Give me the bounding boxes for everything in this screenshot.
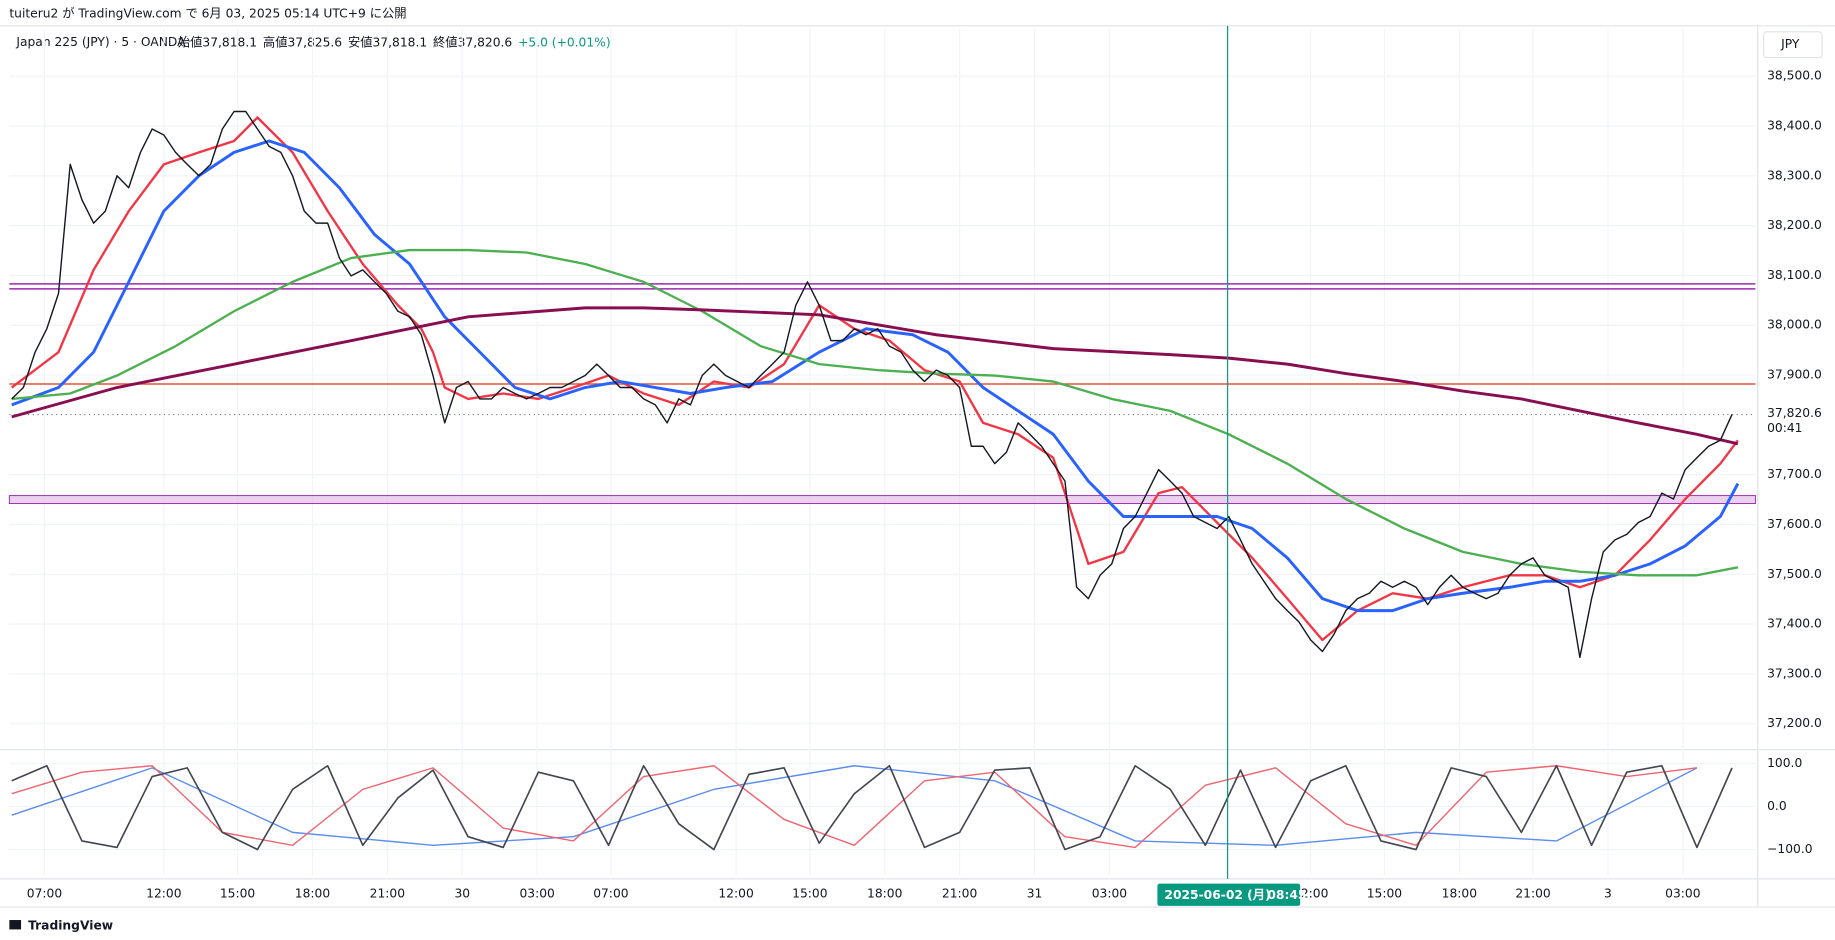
level-layer: [8, 283, 1756, 505]
x-tick-label: 07:00: [27, 887, 62, 901]
x-tick-label: 31: [1027, 887, 1043, 901]
y-tick-label: 37,900.0: [1767, 368, 1822, 382]
x-tick-label: 15:00: [1367, 887, 1402, 901]
y-tick-label: 37,600.0: [1767, 517, 1822, 531]
overlay-layer: 38,500.0 38,400.0 38,300.0 38,200.0 38,100.0…: [27, 25, 1832, 906]
x-tick-label: 18:00: [295, 887, 330, 901]
x-tick-label: 21:00: [942, 887, 977, 901]
y-tick-label: 38,400.0: [1767, 118, 1822, 132]
x-tick-label: 15:00: [792, 887, 827, 901]
series-line: [11, 306, 1739, 446]
price-band: [8, 495, 1756, 505]
ohlc-item: 高値37,825.6: [263, 34, 342, 49]
crosshair-date: 2025-06-02 (月): [1164, 888, 1270, 902]
y-tick-label: 38,000.0: [1767, 318, 1822, 332]
x-tick-label: 30: [454, 887, 470, 901]
countdown: 00:41: [1767, 421, 1802, 435]
x-tick-label: 03:00: [1092, 887, 1127, 901]
current-price-label: 37,820.6: [1767, 406, 1822, 420]
grid-layer: [9, 29, 1756, 876]
x-tick-label: 03:00: [1665, 887, 1700, 901]
x-tick-label: 03:00: [519, 887, 554, 901]
crosshair-time: 08:45: [1267, 888, 1306, 902]
series-line: [11, 110, 1733, 659]
y-tick-label: 38,300.0: [1767, 168, 1822, 182]
series-line: [11, 248, 1739, 577]
x-tick-label: 18:00: [867, 887, 902, 901]
x-tick-label: 07:00: [593, 887, 628, 901]
symbol: Japan 225 (JPY) · 5 · OANDA: [15, 35, 186, 49]
x-tick-label: 3: [1604, 887, 1612, 901]
ohlc: 始値37,818.1 高値37,825.6 安値37,818.1 終値37,820.6…: [178, 34, 611, 49]
y-tick-label: 37,400.0: [1767, 617, 1822, 631]
currency-box[interactable]: [1763, 31, 1823, 59]
series-line: [11, 765, 1698, 846]
series-line: [11, 764, 1733, 851]
x-tick-label: 15:00: [220, 887, 255, 901]
y-tick-label: 37,200.0: [1767, 716, 1822, 730]
x-tick-label: 12:00: [718, 887, 753, 901]
publisher: tuiteru2 が TradingView.com で 6月 03, 2025…: [9, 6, 406, 21]
x-tick-label: 18:00: [1442, 887, 1477, 901]
x-tick-label: 12:00: [146, 887, 181, 901]
ohlc-item: 終値37,820.6: [433, 34, 512, 49]
x-tick-label: 21:00: [370, 887, 405, 901]
ohlc-item: 始値37,818.1: [178, 34, 257, 49]
series-line: [11, 765, 1697, 849]
currency: JPY: [1780, 37, 1800, 51]
y-tick-label: −100.0: [1767, 842, 1812, 856]
series-line: [11, 139, 1740, 613]
y-tick-label: 38,200.0: [1767, 218, 1822, 232]
y-tick-label: 100.0: [1767, 756, 1802, 770]
current-price-box: [1758, 404, 1832, 437]
x-tick-label: 12:00: [1293, 887, 1328, 901]
crosshair-label-box: [1157, 883, 1301, 906]
y-tick-label: 37,300.0: [1767, 666, 1822, 680]
brand: TradingView: [28, 918, 113, 932]
logo: [9, 920, 22, 930]
y-tick-label: 38,100.0: [1767, 268, 1822, 282]
y-tick-label: 37,500.0: [1767, 567, 1822, 581]
x-tick-label: 21:00: [1515, 887, 1550, 901]
y-tick-label: 38,500.0: [1767, 69, 1822, 83]
ohlc-item: +5.0 (+0.01%): [518, 35, 611, 49]
series-layer: [10, 110, 1740, 851]
y-tick-label: 0.0: [1767, 799, 1787, 813]
y-tick-label: 37,700.0: [1767, 467, 1822, 481]
